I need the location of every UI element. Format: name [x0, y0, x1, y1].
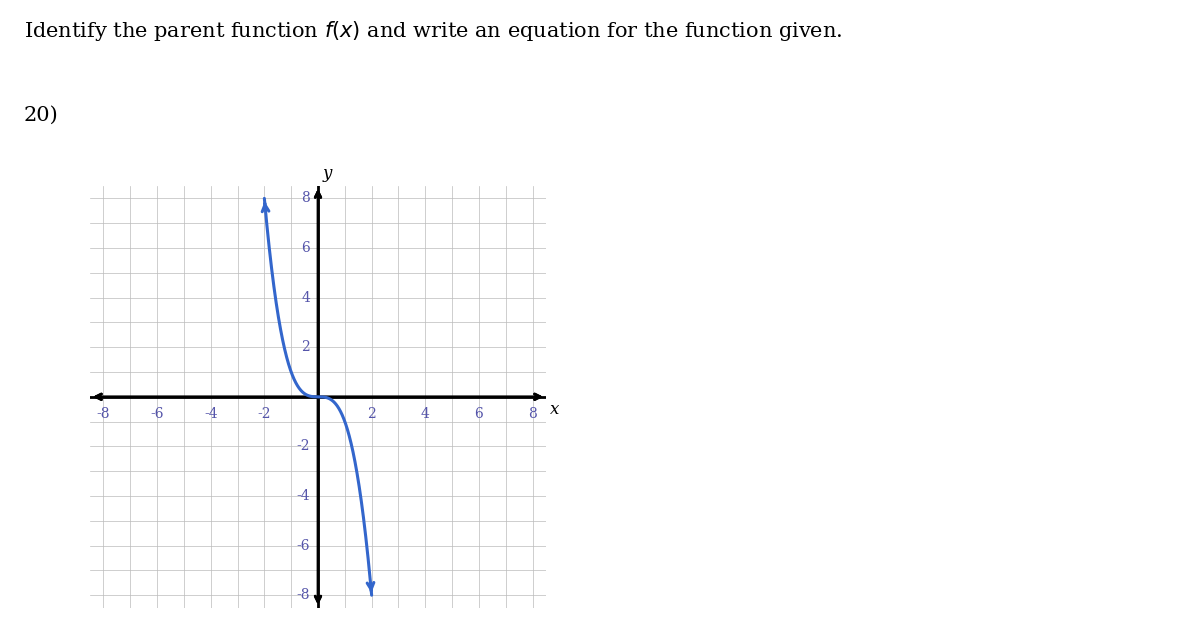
Text: x: x [550, 401, 559, 418]
Text: 2: 2 [301, 340, 310, 354]
Text: -2: -2 [296, 440, 310, 453]
Text: -4: -4 [296, 489, 310, 503]
Text: 8: 8 [528, 407, 536, 421]
Text: -8: -8 [296, 588, 310, 602]
Text: 6: 6 [301, 241, 310, 255]
Text: 2: 2 [367, 407, 376, 421]
Text: -8: -8 [97, 407, 110, 421]
Text: 20): 20) [24, 105, 59, 125]
Text: -6: -6 [296, 539, 310, 552]
Text: 4: 4 [301, 291, 310, 304]
Text: 6: 6 [474, 407, 484, 421]
Text: -2: -2 [258, 407, 271, 421]
Text: 8: 8 [301, 192, 310, 205]
Text: 4: 4 [421, 407, 430, 421]
Text: -6: -6 [150, 407, 164, 421]
Text: Identify the parent function $f(x)$ and write an equation for the function given: Identify the parent function $f(x)$ and … [24, 19, 842, 43]
Text: y: y [323, 166, 332, 182]
Text: -4: -4 [204, 407, 217, 421]
